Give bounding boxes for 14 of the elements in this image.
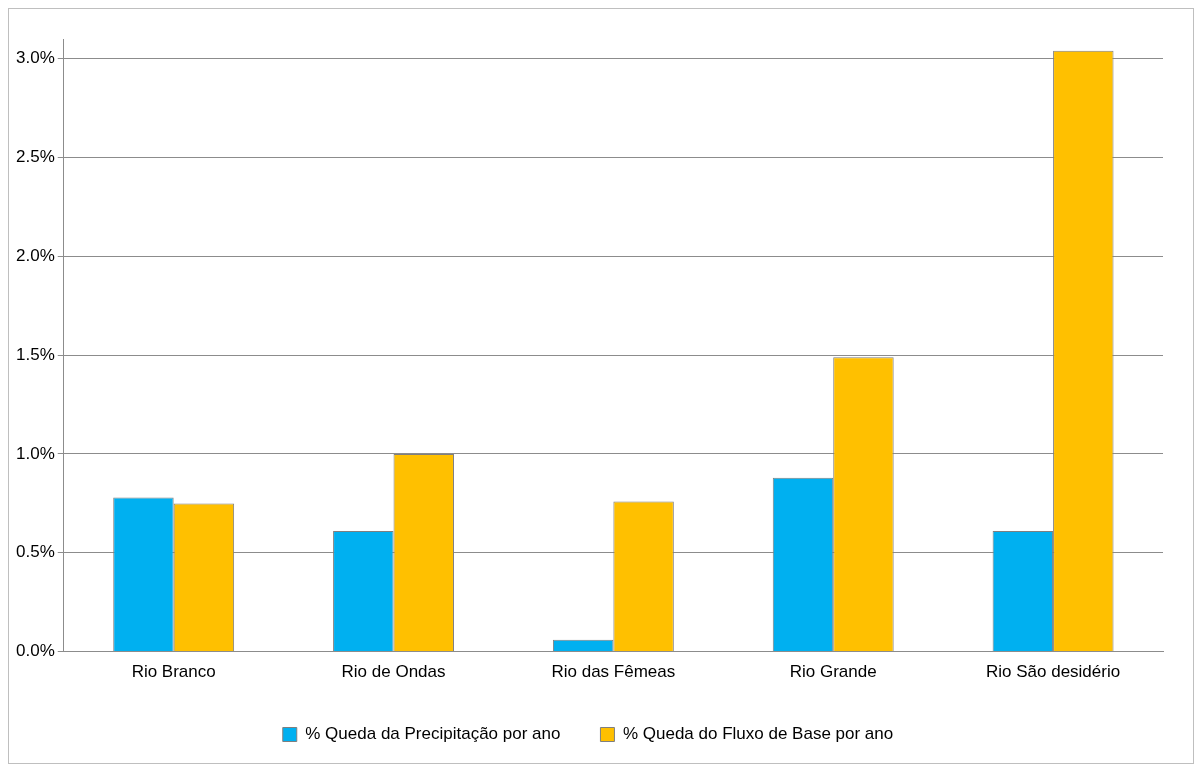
x-tick-label: Rio de Ondas	[341, 662, 446, 682]
y-tick-label: 2.5%	[16, 147, 55, 167]
y-tick-label: 3.0%	[16, 48, 55, 68]
x-tick-label: Rio Branco	[131, 662, 216, 682]
y-tick-label: 1.5%	[16, 344, 55, 364]
y-tick-label: 2.0%	[16, 246, 55, 266]
y-tick-label: 0.0%	[16, 641, 55, 661]
legend-label: % Queda do Fluxo de Base por ano	[622, 724, 894, 744]
legend-label: % Queda da Precipitação por ano	[305, 724, 561, 744]
y-tick-label: 1.0%	[16, 443, 55, 463]
x-tick-label: Rio das Fêmeas	[551, 662, 676, 682]
x-tick-label: Rio Grande	[789, 662, 877, 682]
y-tick-label: 0.5%	[16, 542, 55, 562]
x-tick-label: Rio São desidério	[985, 662, 1121, 682]
